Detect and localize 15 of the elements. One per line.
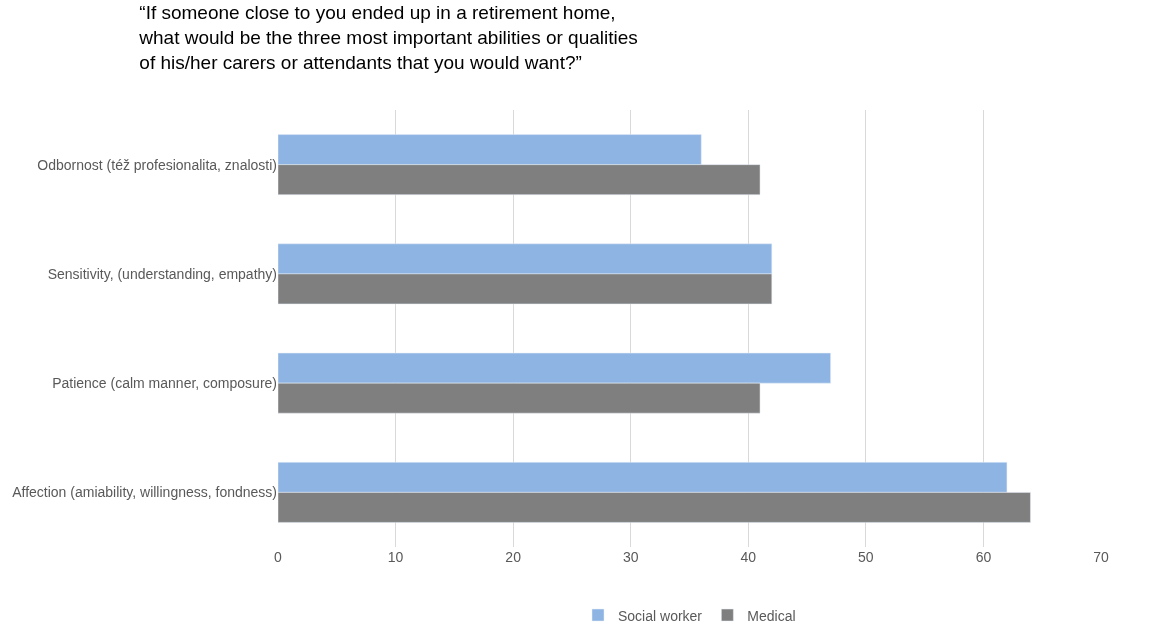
y-tick-label: Sensitivity, (understanding, empathy) xyxy=(47,265,277,282)
x-tick-label: 40 xyxy=(740,549,757,565)
legend-label: Social worker xyxy=(618,607,703,624)
x-tick-label: 50 xyxy=(858,549,874,565)
y-tick-label: Odbornost (též profesionalita, znalosti) xyxy=(37,156,277,173)
x-tick-label: 10 xyxy=(387,549,404,565)
y-tick-label: Patience (calm manner, composure) xyxy=(52,375,277,392)
chart-title: “If someone close to you ended up in a retirement home, what would be the three most important abilities or qualities of his/her carers or attendants that you would want?” xyxy=(138,2,638,73)
x-tick-label: 60 xyxy=(975,549,992,565)
x-tick-label: 30 xyxy=(622,549,639,565)
legend-label: Medical xyxy=(747,607,796,624)
x-tick-label: 0 xyxy=(274,549,283,565)
y-tick-label: Affection (amiability, willingness, fondness) xyxy=(12,484,277,501)
x-tick-label: 20 xyxy=(505,549,522,565)
x-tick-label: 70 xyxy=(1093,549,1109,565)
